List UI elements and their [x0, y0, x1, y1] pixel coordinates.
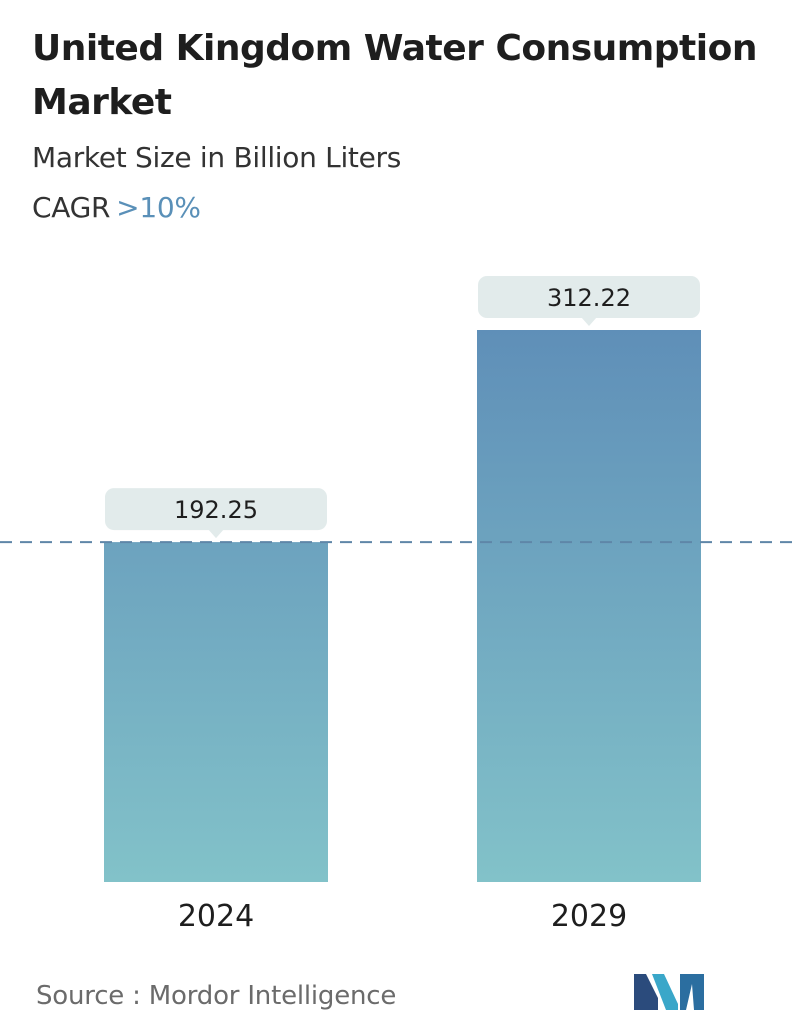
cagr-line: CAGR >10% — [32, 188, 201, 228]
data-label-bubble — [105, 488, 327, 531]
x-axis-ticks: 2024 2029 — [178, 899, 627, 934]
bar-2024 — [104, 542, 328, 882]
data-label-pointer — [208, 529, 224, 539]
chart-subtitle: Market Size in Billion Liters — [32, 141, 402, 174]
data-label-text: 312.22 — [547, 284, 631, 312]
logo-shape-left — [634, 974, 658, 1010]
data-label-2024: 192.25 — [105, 488, 327, 539]
x-tick-2029: 2029 — [551, 899, 627, 934]
data-labels-layer: 192.25 312.22 — [105, 276, 700, 539]
data-label-text: 192.25 — [174, 496, 258, 524]
source-text: Source : Mordor Intelligence — [36, 981, 397, 1011]
logo-shape-right — [680, 974, 704, 1010]
data-label-pointer — [581, 317, 597, 326]
data-label-2029: 312.22 — [478, 276, 700, 326]
mordor-intelligence-logo — [634, 974, 704, 1010]
cagr-label: CAGR — [32, 191, 111, 224]
logo-shape-middle — [652, 974, 678, 1010]
x-tick-2024: 2024 — [178, 899, 254, 934]
data-label-bubble — [478, 276, 700, 318]
chart-title: United Kingdom Water Consumption Market — [32, 28, 757, 123]
cagr-value: >10% — [116, 191, 201, 224]
bar-chart: 192.25 312.22 2024 2029 — [0, 276, 796, 934]
bars-layer — [104, 330, 701, 882]
bar-2029 — [477, 330, 701, 882]
